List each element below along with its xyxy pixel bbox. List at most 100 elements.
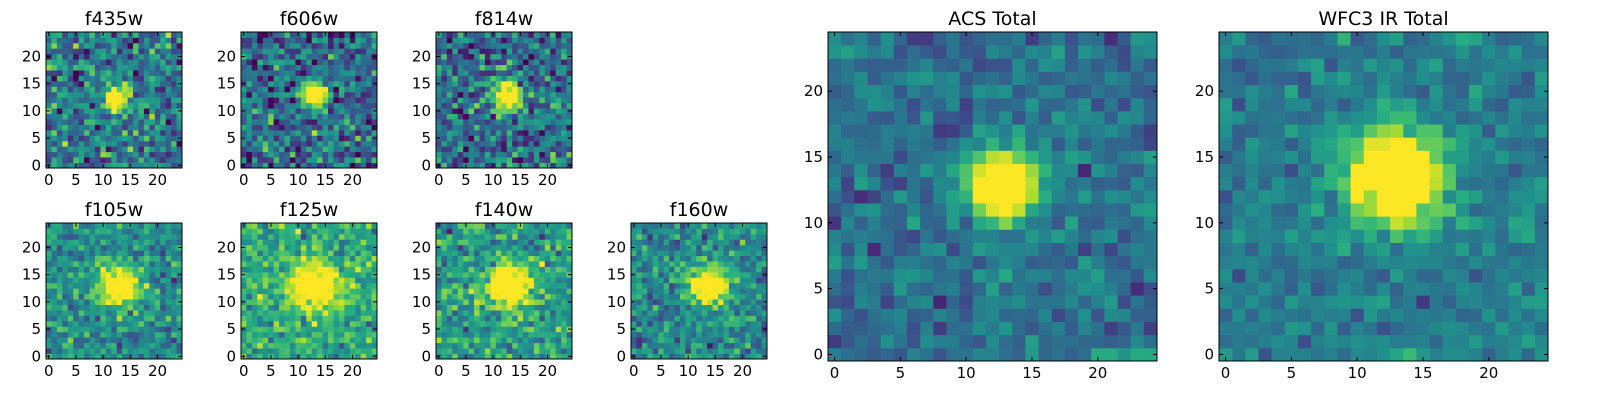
heatmap-cell [133, 250, 139, 256]
heatmap-cell [117, 299, 123, 305]
heatmap-cell [355, 277, 361, 283]
heatmap-cell [653, 272, 659, 278]
x-tick-label: 10 [289, 171, 308, 189]
heatmap-cell [301, 305, 307, 311]
heatmap-cell [90, 294, 96, 300]
heatmap-cell [642, 294, 648, 300]
heatmap-cell [512, 48, 518, 54]
heatmap-cell [306, 267, 312, 273]
heatmap-cell [642, 245, 648, 251]
heatmap-cell [854, 229, 868, 243]
heatmap-cell [328, 103, 334, 109]
heatmap-cell [279, 267, 285, 273]
heatmap-cell [1131, 282, 1145, 296]
heatmap-cell [344, 294, 350, 300]
heatmap-cell [539, 245, 545, 251]
heatmap-cell [485, 65, 491, 71]
heatmap-cell [480, 332, 486, 338]
heatmap-cell [550, 321, 556, 327]
heatmap-cell [1091, 308, 1105, 322]
heatmap-cell [51, 141, 57, 147]
heatmap-cell [306, 250, 312, 256]
heatmap-cell [171, 32, 177, 38]
heatmap-cell [669, 288, 675, 294]
heatmap-cell [556, 37, 562, 43]
heatmap-cell [306, 119, 312, 125]
heatmap-cell [669, 223, 675, 229]
heatmap-cell [68, 239, 74, 245]
heatmap-cell [155, 234, 161, 240]
heatmap-cell [84, 299, 90, 305]
heatmap-cell [350, 294, 356, 300]
heatmap-cell [73, 76, 79, 82]
heatmap-cell [496, 32, 502, 38]
heatmap-cell [550, 272, 556, 278]
heatmap-cell [323, 288, 329, 294]
heatmap-cell [149, 152, 155, 158]
heatmap-cell [68, 343, 74, 349]
heatmap-cell [122, 326, 128, 332]
heatmap-cell [117, 146, 123, 152]
heatmap-cell [528, 305, 534, 311]
heatmap-cell [317, 81, 323, 87]
heatmap-cell [46, 119, 52, 125]
heatmap-cell [485, 310, 491, 316]
heatmap-cell [241, 315, 247, 321]
heatmap-cell [138, 299, 144, 305]
heatmap-cell [268, 348, 274, 354]
heatmap-cell [122, 157, 128, 163]
heatmap-cell [512, 152, 518, 158]
heatmap-cell [1118, 243, 1132, 257]
heatmap-cell [333, 92, 339, 98]
heatmap-cell [95, 288, 101, 294]
heatmap-cell [523, 223, 529, 229]
heatmap-cell [171, 65, 177, 71]
heatmap-cell [512, 124, 518, 130]
heatmap-cell [144, 332, 150, 338]
heatmap-cell [841, 164, 855, 178]
heatmap-cell [685, 343, 691, 349]
heatmap-cell [518, 245, 524, 251]
heatmap-cell [507, 326, 513, 332]
heatmap-cell [328, 315, 334, 321]
heatmap-cell [155, 157, 161, 163]
heatmap-cell [539, 310, 545, 316]
heatmap-cell [986, 295, 1000, 309]
heatmap-cell [285, 256, 291, 262]
heatmap-cell [366, 245, 372, 251]
heatmap-cell [550, 114, 556, 120]
heatmap-cell [685, 261, 691, 267]
heatmap-cell [95, 299, 101, 305]
heatmap-cell [1091, 256, 1105, 270]
heatmap-cell [1131, 164, 1145, 178]
heatmap-cell [474, 234, 480, 240]
heatmap-cell [653, 299, 659, 305]
heatmap-cell [274, 103, 280, 109]
heatmap-cell [100, 103, 106, 109]
heatmap-cell [350, 59, 356, 65]
heatmap-cell [485, 343, 491, 349]
heatmap-cell [268, 119, 274, 125]
heatmap-cell [675, 239, 681, 245]
heatmap-cell [306, 86, 312, 92]
heatmap-cell [155, 54, 161, 60]
heatmap-cell [144, 294, 150, 300]
heatmap-cell [295, 65, 301, 71]
heatmap-cell [696, 337, 702, 343]
heatmap-cell [117, 43, 123, 49]
heatmap-cell [828, 229, 842, 243]
heatmap-cell [133, 332, 139, 338]
heatmap-cell [436, 48, 442, 54]
heatmap-cell [263, 272, 269, 278]
heatmap-cell [366, 223, 372, 229]
heatmap-cell [328, 157, 334, 163]
heatmap-cell [171, 294, 177, 300]
heatmap-cell [441, 119, 447, 125]
heatmap-cell [723, 261, 729, 267]
heatmap-cell [496, 272, 502, 278]
heatmap-cell [636, 250, 642, 256]
heatmap-cell [718, 294, 724, 300]
heatmap-cell [149, 288, 155, 294]
heatmap-cell [447, 54, 453, 60]
heatmap-cell [144, 228, 150, 234]
